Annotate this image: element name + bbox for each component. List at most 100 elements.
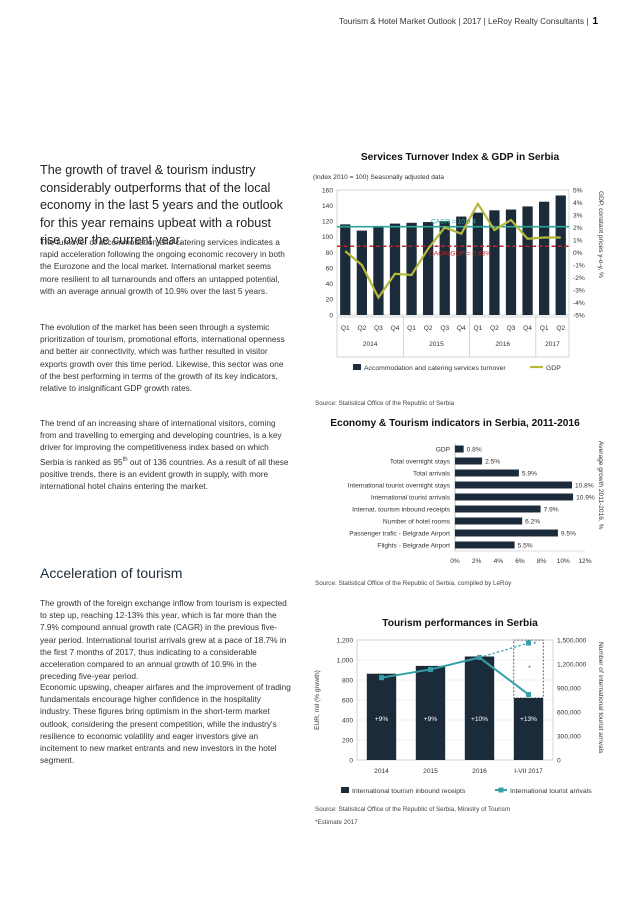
chart1-bar xyxy=(340,224,351,315)
chart2-x-tick: 4% xyxy=(494,558,504,565)
chart3-svg: +9% +9% +10% +13% * * 0 200 400 600 800 1,000 1,20… xyxy=(314,637,604,795)
chart1-cagr-gdp-annotation: CAGR(GDP)= 0.93% xyxy=(429,250,491,257)
chart2-data-label: 0.8% xyxy=(467,446,482,453)
chart3-x-tick: 2014 xyxy=(374,768,389,775)
chart2-category-label: Number of hotel rooms xyxy=(383,518,451,525)
paragraph-3-sup: th xyxy=(122,456,128,463)
chart2-data-label: 5.9% xyxy=(522,470,537,477)
header-text: Tourism & Hotel Market Outlook | 2017 | … xyxy=(338,16,589,26)
chart1-bar xyxy=(539,201,550,315)
chart2-category-label: International tourist arrivals xyxy=(371,494,451,501)
chart3-footnote: *Estimate 2017 xyxy=(315,819,358,826)
chart2-bar xyxy=(455,493,574,501)
chart1-y2-tick: -4% xyxy=(573,300,585,307)
paragraph-3-b: out of 136 countries. As a result of all… xyxy=(40,456,289,491)
chart1-x-tick: Q4 xyxy=(391,325,400,332)
lead-paragraph: The growth of travel & tourism industry … xyxy=(40,163,283,247)
chart2-category-label: Flights - Belgrade Airport xyxy=(377,542,450,549)
chart1-y2-tick: 0% xyxy=(573,250,583,257)
chart1-y2-tick: 5% xyxy=(573,187,583,194)
page-header: Tourism & Hotel Market Outlook | 2017 | … xyxy=(339,16,598,27)
chart2-data-label: 7.9% xyxy=(544,506,559,513)
chart1-bar xyxy=(423,222,434,315)
chart1-y2-tick: -3% xyxy=(573,287,585,294)
chart3-bar-label: +9% xyxy=(424,716,438,723)
chart2-x-tick: 2% xyxy=(472,558,482,565)
chart3-source: Source: Statistical Office of the Republ… xyxy=(315,806,511,813)
chart2-x-tick: 0% xyxy=(450,558,460,565)
chart1-x-tick: Q4 xyxy=(523,325,532,332)
chart3-y-tick: 200 xyxy=(342,737,353,744)
chart3-arrivals-line xyxy=(381,656,530,696)
chart2-bar xyxy=(455,505,541,513)
chart1-y-tick: 0 xyxy=(329,312,333,319)
chart2-category-label: Total overnight stays xyxy=(390,458,451,465)
chart3-legend-marker xyxy=(498,787,504,793)
chart2-category-label: Passenger trafic - Belgrade Airport xyxy=(349,530,450,537)
chart1-title: Services Turnover Index & GDP in Serbia xyxy=(360,152,560,163)
chart1-y2-tick: 1% xyxy=(573,237,583,244)
chart2-x-tick: 12% xyxy=(578,558,591,565)
chart2-data-label: 6.2% xyxy=(525,518,540,525)
chart3-x-tick: 2015 xyxy=(423,768,438,775)
chart3-bar xyxy=(464,656,495,760)
chart1-bar xyxy=(472,212,483,315)
chart1-bar xyxy=(373,225,384,315)
chart1-x-tick: Q2 xyxy=(556,325,565,332)
chart3-y2-tick: 900,000 xyxy=(557,685,581,692)
chart1-legend-label: GDP xyxy=(546,365,561,372)
chart1-year-label: 2017 xyxy=(545,341,560,348)
chart2-data-label: 2.5% xyxy=(485,458,500,465)
page-number: 1 xyxy=(592,16,598,27)
paragraph-4: The growth of the foreign exchange inflo… xyxy=(40,598,287,682)
chart2-svg: 0.8%2.5% 5.9% 10.8% 10.9% 7.9% 6.2% 9.5% 5.5% G… xyxy=(348,441,604,565)
chart1-source: Source: Statistical Office of the Republ… xyxy=(315,400,455,407)
chart3-y2-tick: 1,500,000 xyxy=(557,637,587,644)
chart3-y2-tick: 0 xyxy=(557,757,561,764)
chart1-gdp-line xyxy=(344,201,561,300)
chart1-y-tick: 80 xyxy=(326,250,334,257)
paragraph-5: Economic upswing, cheaper airfares and t… xyxy=(40,682,291,766)
chart1-bar xyxy=(389,223,401,315)
chart1-bar xyxy=(555,195,566,315)
chart1-y2-tick: -1% xyxy=(573,262,585,269)
chart1-x-tick: Q1 xyxy=(407,325,416,332)
chart3-title: Tourism performances in Serbia xyxy=(382,618,538,629)
chart1-x-tick: Q3 xyxy=(507,325,516,332)
paragraph-1: The turnover of accommodation and cateri… xyxy=(40,237,285,296)
chart3-y-tick: 600 xyxy=(342,697,353,704)
chart3-y-tick: 0 xyxy=(349,757,353,764)
chart2-data-label: 10.8% xyxy=(575,482,594,489)
chart3-bar xyxy=(415,665,446,760)
chart1-year-label: 2015 xyxy=(429,341,444,348)
chart2-bar xyxy=(455,469,519,477)
chart1-x-tick: Q2 xyxy=(357,325,366,332)
chart3-arrivals-point xyxy=(379,675,384,681)
chart2-x-tick: 8% xyxy=(537,558,547,565)
chart1-svg: (Index 2010 = 100) Seasonally adjusted d… xyxy=(313,174,604,372)
chart1-y2-tick: -5% xyxy=(573,312,585,319)
chart1-x-tick: Q4 xyxy=(457,325,466,332)
chart3-bar-label: +13% xyxy=(520,716,537,723)
chart2-title: Economy & Tourism indicators in Serbia, … xyxy=(330,418,580,429)
chart3-estimate-asterisk: * xyxy=(528,665,531,672)
chart1-y-tick: 60 xyxy=(326,265,334,272)
chart1-x-tick: Q3 xyxy=(374,325,383,332)
chart2-category-label: GDP xyxy=(436,446,451,453)
chart1-cagr-annotation: CAGR = 10.9 4 xyxy=(431,219,476,226)
chart2-data-label: 5.5% xyxy=(518,542,533,549)
chart1-bar xyxy=(522,206,533,315)
chart2-bar xyxy=(455,445,464,453)
chart1-bar xyxy=(505,209,517,315)
paragraph-2: The evolution of the market has been see… xyxy=(40,322,285,394)
chart3-y2-tick: 1,200,000 xyxy=(557,661,587,668)
chart1-x-tick: Q1 xyxy=(473,325,482,332)
chart3-y2-tick: 600,000 xyxy=(557,709,581,716)
chart3-y-tick: 1,000 xyxy=(336,657,353,664)
chart1-x-tick: Q1 xyxy=(341,325,350,332)
chart1-y-tick: 20 xyxy=(326,297,334,304)
chart1-x-tick: Q2 xyxy=(424,325,433,332)
chart1-y-tick: 160 xyxy=(322,187,333,194)
chart1-y2-tick: 2% xyxy=(573,225,583,232)
chart3-bar xyxy=(366,673,397,760)
